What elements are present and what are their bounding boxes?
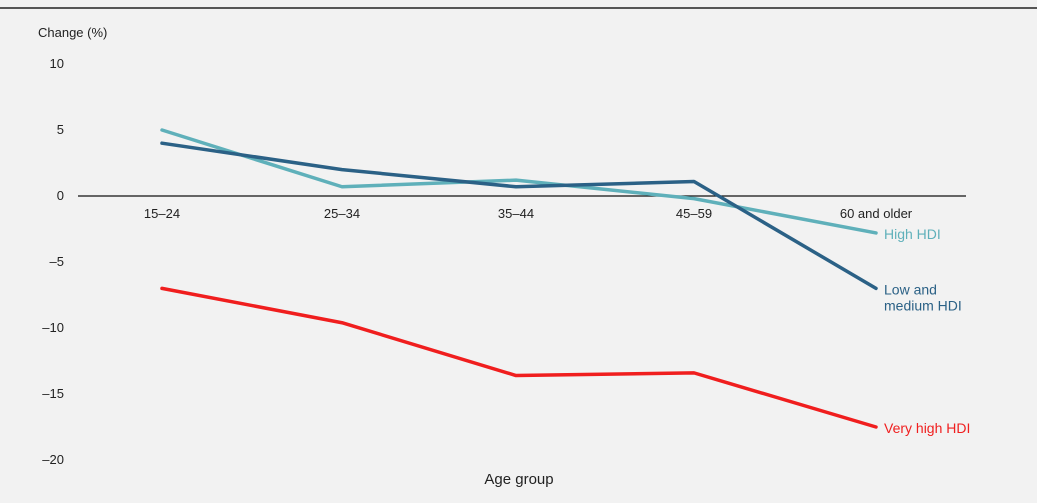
- y-tick-label: 10: [50, 56, 64, 71]
- x-tick-label: 15–24: [144, 206, 180, 221]
- series-label: medium HDI: [884, 297, 962, 313]
- x-tick-label: 25–34: [324, 206, 360, 221]
- series-line: [160, 128, 878, 235]
- y-tick-label: –20: [42, 452, 64, 467]
- y-tick-label: –10: [42, 320, 64, 335]
- y-tick-label: –5: [50, 254, 64, 269]
- series-line: [160, 286, 878, 429]
- x-tick-label: 35–44: [498, 206, 534, 221]
- x-tick-label: 45–59: [676, 206, 712, 221]
- series-label: Very high HDI: [884, 420, 970, 436]
- y-axis-title: Change (%): [38, 25, 107, 40]
- series-lines: [160, 128, 878, 429]
- x-axis-title: Age group: [484, 471, 553, 488]
- x-tick-label: 60 and older: [840, 206, 913, 221]
- series-label: High HDI: [884, 226, 941, 242]
- series-line: [160, 141, 878, 291]
- y-tick-label: 0: [57, 188, 64, 203]
- x-tick-labels: 15–24 25–34 35–44 45–59 60 and older: [144, 206, 913, 221]
- y-tick-labels: 10 5 0 –5 –10 –15 –20: [42, 56, 64, 467]
- y-tick-label: 5: [57, 122, 64, 137]
- y-tick-label: –15: [42, 386, 64, 401]
- series-label: Low and: [884, 281, 937, 297]
